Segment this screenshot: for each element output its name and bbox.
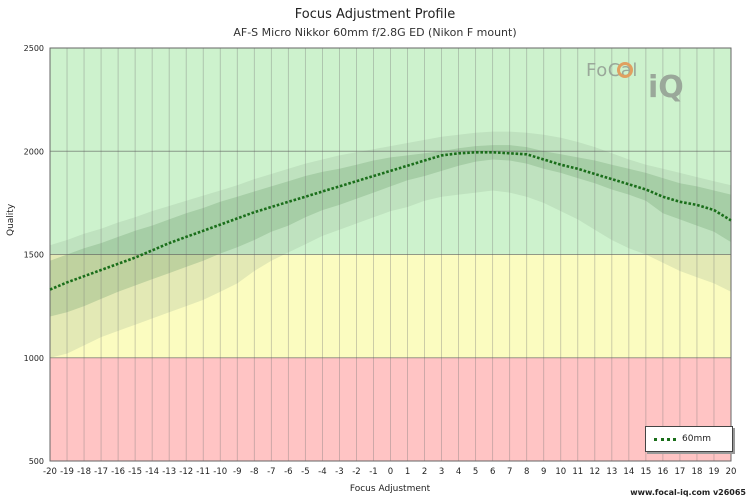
x-tick-label: 0 bbox=[388, 467, 393, 477]
legend-swatch-60mm bbox=[654, 437, 676, 441]
x-tick-label: -8 bbox=[250, 467, 258, 477]
x-tick-label: -15 bbox=[128, 467, 142, 477]
series-line-60mm bbox=[49, 151, 732, 291]
y-tick-label: 1000 bbox=[24, 354, 44, 363]
inner-range-band bbox=[50, 145, 731, 317]
x-tick-label: 12 bbox=[589, 467, 600, 477]
x-tick-label: -11 bbox=[196, 467, 210, 477]
x-tick-label: -14 bbox=[145, 467, 159, 477]
y-tick-label: 500 bbox=[29, 457, 44, 466]
plot-frame bbox=[49, 47, 732, 462]
chart-title: Focus Adjustment Profile bbox=[294, 7, 456, 22]
quality-zone-1 bbox=[50, 254, 731, 358]
x-tick-label: -9 bbox=[233, 467, 241, 477]
x-tick-label: -7 bbox=[267, 467, 275, 477]
logo-ring-icon bbox=[617, 62, 633, 78]
x-tick-label: 13 bbox=[606, 467, 617, 477]
x-tick-label: -17 bbox=[94, 467, 108, 477]
x-tick-label: 9 bbox=[541, 467, 546, 477]
logo-text-iq: iQ bbox=[648, 70, 684, 105]
outer-range-band bbox=[50, 131, 731, 358]
x-tick-label: -20 bbox=[43, 467, 57, 477]
x-tick-label: -16 bbox=[111, 467, 125, 477]
x-tick-label: 11 bbox=[572, 467, 583, 477]
focal-iq-logo: FoCal iQ bbox=[586, 56, 716, 112]
x-tick-label: -19 bbox=[60, 467, 74, 477]
x-tick-label: 14 bbox=[623, 467, 634, 477]
x-axis-label: Focus Adjustment bbox=[349, 484, 431, 494]
x-tick-label: -12 bbox=[179, 467, 193, 477]
quality-zone-0 bbox=[50, 357, 731, 461]
x-tick-label: -10 bbox=[213, 467, 227, 477]
x-tick-label: 3 bbox=[439, 467, 444, 477]
y-axis-label: Quality bbox=[6, 203, 16, 236]
x-tick-label: 1 bbox=[405, 467, 410, 477]
x-tick-label: -1 bbox=[369, 467, 377, 477]
footer-credit: www.focal-iq.com v26065 bbox=[630, 488, 746, 497]
x-tick-label: 5 bbox=[473, 467, 478, 477]
x-tick-label: -6 bbox=[284, 467, 292, 477]
x-tick-label: 7 bbox=[507, 467, 512, 477]
x-tick-label: 8 bbox=[524, 467, 529, 477]
x-tick-label: -18 bbox=[77, 467, 91, 477]
x-tick-label: 10 bbox=[555, 467, 566, 477]
x-tick-label: -2 bbox=[352, 467, 360, 477]
x-tick-label: -4 bbox=[318, 467, 326, 477]
chart-subtitle: AF-S Micro Nikkor 60mm f/2.8G ED (Nikon … bbox=[233, 26, 517, 39]
x-tick-label: 17 bbox=[675, 467, 686, 477]
y-tick-label: 1500 bbox=[24, 251, 44, 260]
y-tick-label: 2500 bbox=[24, 44, 44, 53]
x-tick-label: -5 bbox=[301, 467, 309, 477]
x-tick-label: 16 bbox=[657, 467, 668, 477]
legend-label-60mm: 60mm bbox=[682, 434, 711, 444]
x-tick-label: 20 bbox=[726, 467, 737, 477]
x-tick-label: 6 bbox=[490, 467, 495, 477]
x-tick-label: 4 bbox=[456, 467, 461, 477]
y-tick-label: 2000 bbox=[24, 147, 44, 156]
x-tick-label: -13 bbox=[162, 467, 176, 477]
x-tick-label: 18 bbox=[692, 467, 703, 477]
x-tick-label: -3 bbox=[335, 467, 343, 477]
x-tick-label: 19 bbox=[709, 467, 720, 477]
x-tick-label: 15 bbox=[640, 467, 651, 477]
chart-legend: 60mm bbox=[645, 426, 733, 452]
x-tick-label: 2 bbox=[422, 467, 427, 477]
